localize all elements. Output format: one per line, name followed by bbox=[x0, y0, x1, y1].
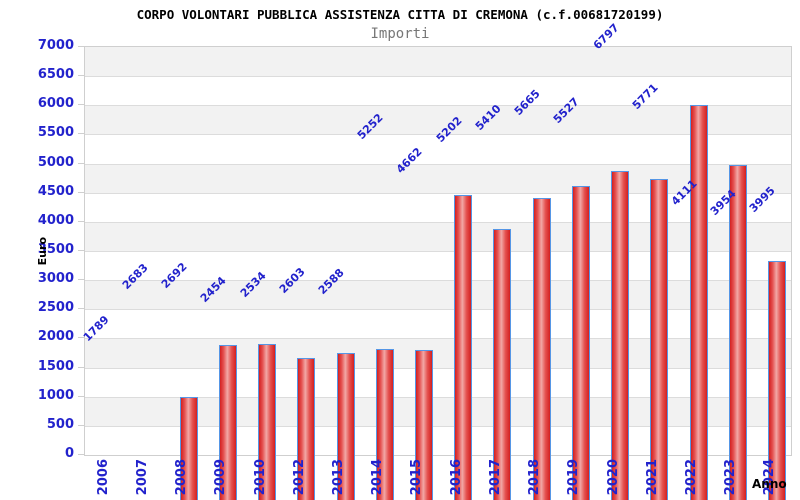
background-band bbox=[85, 221, 791, 251]
background-band bbox=[85, 192, 791, 222]
bar bbox=[611, 170, 630, 500]
gridline bbox=[85, 251, 791, 252]
bar bbox=[532, 197, 551, 500]
background-band bbox=[85, 76, 791, 106]
gridline bbox=[85, 338, 791, 340]
x-tick-label: 2015 bbox=[409, 459, 425, 496]
gridline bbox=[85, 163, 791, 165]
background-band bbox=[85, 338, 791, 368]
bar bbox=[689, 104, 708, 500]
x-tick-label: 2008 bbox=[174, 459, 190, 496]
y-tick-mark bbox=[78, 454, 84, 455]
y-tick-mark bbox=[78, 337, 84, 339]
x-tick-label: 2010 bbox=[252, 459, 268, 496]
plot-area bbox=[84, 46, 792, 500]
gridline bbox=[85, 221, 791, 223]
bar bbox=[571, 185, 590, 500]
chart-title: CORPO VOLONTARI PUBBLICA ASSISTENZA CITT… bbox=[136, 7, 664, 22]
gridline bbox=[85, 134, 791, 136]
x-tick-label: 2007 bbox=[134, 459, 150, 496]
background-band bbox=[85, 280, 791, 310]
y-tick-mark bbox=[78, 220, 84, 222]
x-tick-label: 2022 bbox=[683, 459, 699, 496]
y-tick-label: 4500 bbox=[37, 183, 74, 199]
y-tick-label: 6000 bbox=[37, 96, 74, 112]
bar bbox=[650, 178, 669, 500]
y-tick-label: 6500 bbox=[37, 67, 74, 83]
y-tick-label: 3000 bbox=[37, 271, 74, 287]
y-tick-mark bbox=[78, 162, 84, 164]
background-band bbox=[85, 163, 791, 193]
y-axis-title: Euro bbox=[36, 237, 49, 266]
x-tick-label: 2009 bbox=[213, 459, 229, 496]
gridline bbox=[85, 105, 791, 107]
bar bbox=[454, 194, 473, 500]
gridline bbox=[85, 396, 791, 398]
y-tick-mark bbox=[78, 191, 84, 193]
x-tick-label: 2016 bbox=[448, 459, 464, 496]
y-tick-mark bbox=[78, 395, 84, 397]
y-tick-mark bbox=[78, 133, 84, 135]
x-tick-label: 2023 bbox=[723, 459, 739, 496]
x-tick-label: 2014 bbox=[370, 459, 386, 496]
y-tick-mark bbox=[78, 424, 84, 426]
y-tick-label: 1500 bbox=[37, 358, 74, 374]
y-tick-label: 5000 bbox=[37, 154, 74, 170]
y-tick-mark bbox=[78, 279, 84, 281]
gridline bbox=[85, 280, 791, 282]
y-tick-mark bbox=[78, 75, 84, 77]
gridline bbox=[85, 309, 791, 311]
y-tick-label: 0 bbox=[64, 446, 74, 461]
background-band bbox=[85, 47, 791, 77]
background-band bbox=[85, 251, 791, 281]
background-band bbox=[85, 396, 791, 426]
background-band bbox=[85, 134, 791, 164]
y-tick-label: 1000 bbox=[37, 387, 74, 403]
y-tick-mark bbox=[78, 250, 84, 251]
background-band bbox=[85, 105, 791, 135]
background-band bbox=[85, 309, 791, 339]
y-tick-mark bbox=[78, 46, 84, 47]
x-tick-label: 2021 bbox=[644, 459, 660, 496]
x-tick-label: 2012 bbox=[291, 459, 307, 496]
x-tick-label: 2017 bbox=[487, 459, 503, 496]
y-tick-label: 7000 bbox=[37, 38, 74, 53]
y-tick-label: 2500 bbox=[37, 300, 74, 316]
gridline bbox=[85, 192, 791, 194]
y-tick-mark bbox=[78, 308, 84, 310]
bar bbox=[728, 164, 747, 500]
y-tick-mark bbox=[78, 366, 84, 368]
x-tick-label: 2019 bbox=[566, 459, 582, 496]
x-tick-label: 2018 bbox=[527, 459, 543, 496]
y-tick-label: 3500 bbox=[37, 242, 74, 257]
x-tick-label: 2013 bbox=[330, 459, 346, 496]
x-axis-title: Anno bbox=[752, 477, 787, 491]
gridline bbox=[85, 425, 791, 427]
background-band bbox=[85, 425, 791, 455]
y-tick-mark bbox=[78, 104, 84, 106]
x-tick-label: 2020 bbox=[605, 459, 621, 496]
y-tick-label: 4000 bbox=[37, 212, 74, 228]
gridline bbox=[85, 367, 791, 369]
y-tick-label: 5500 bbox=[37, 125, 74, 141]
y-tick-label: 2000 bbox=[37, 329, 74, 345]
y-tick-label: 500 bbox=[46, 416, 74, 432]
gridline bbox=[85, 76, 791, 78]
chart-subtitle: Importi bbox=[370, 26, 430, 42]
background-band bbox=[85, 367, 791, 397]
x-tick-label: 2006 bbox=[95, 459, 111, 496]
